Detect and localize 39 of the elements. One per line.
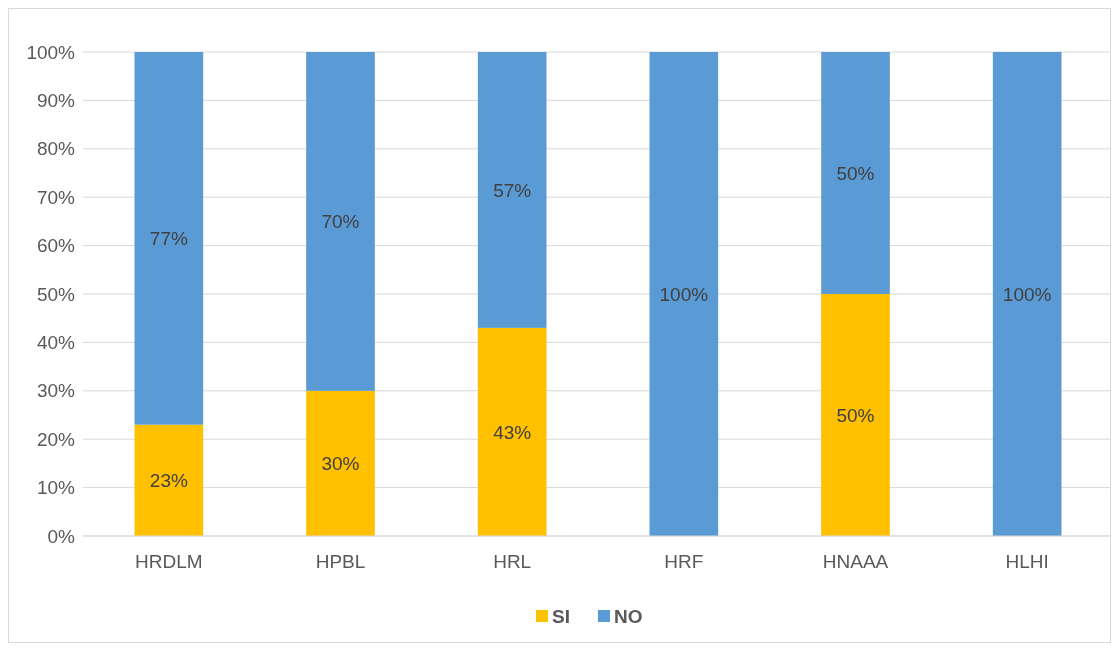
y-tick-label: 20% <box>36 428 76 450</box>
legend-label: NO <box>614 605 643 627</box>
y-tick-label: 50% <box>36 283 76 305</box>
x-tick-label: HLHI <box>1005 551 1049 572</box>
x-tick-label: HRL <box>493 551 532 572</box>
legend-label: SI <box>552 605 570 627</box>
data-label: 50% <box>836 162 875 184</box>
y-tick-label: 40% <box>36 332 76 354</box>
data-label: 57% <box>493 179 532 201</box>
bar <box>306 52 375 391</box>
bar <box>134 52 204 425</box>
x-tick-label: HPBL <box>315 551 366 572</box>
bar <box>477 52 547 328</box>
bar <box>134 424 204 536</box>
x-tick-label: HNAAA <box>822 551 889 572</box>
y-tick-label: 90% <box>36 90 76 112</box>
data-label: 50% <box>836 404 875 426</box>
y-tick-label: 30% <box>36 380 76 402</box>
y-tick-label: 60% <box>36 235 76 257</box>
y-tick-label: 10% <box>36 477 76 499</box>
y-tick-label: 80% <box>36 138 76 160</box>
bar <box>992 52 1062 536</box>
bar <box>821 52 890 294</box>
y-tick-label: 0% <box>47 525 76 547</box>
data-label: 43% <box>493 421 532 443</box>
x-tick-label: HRF <box>664 551 704 572</box>
data-label: 23% <box>149 469 188 491</box>
x-tick-label: HRDLM <box>135 551 203 572</box>
data-label: 70% <box>321 211 360 233</box>
bar <box>821 294 890 536</box>
y-tick-label: 70% <box>36 186 76 208</box>
bar <box>649 52 719 536</box>
data-label: 30% <box>321 453 360 475</box>
bar <box>477 327 547 536</box>
data-label: 100% <box>1002 283 1052 305</box>
y-tick-label: 100% <box>26 41 76 63</box>
bar <box>306 390 375 536</box>
data-label: 100% <box>659 283 709 305</box>
data-label: 77% <box>149 227 188 249</box>
